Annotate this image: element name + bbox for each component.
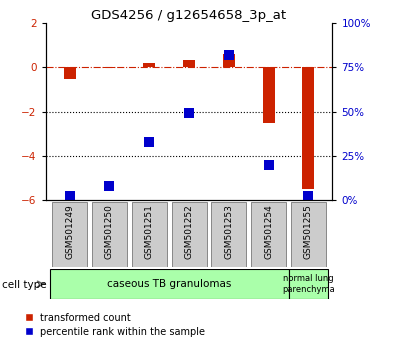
Bar [103,67,115,68]
Bar [143,63,155,67]
Text: GSM501249: GSM501249 [65,204,74,259]
Text: GSM501250: GSM501250 [105,204,114,259]
Bar [64,67,76,79]
Text: caseous TB granulomas: caseous TB granulomas [107,279,231,289]
Text: GSM501253: GSM501253 [224,204,233,259]
FancyBboxPatch shape [50,269,289,299]
FancyBboxPatch shape [132,202,167,267]
FancyBboxPatch shape [211,202,246,267]
Point [305,194,312,199]
Point [226,52,232,58]
Bar [183,59,195,67]
FancyBboxPatch shape [289,269,328,299]
Title: GDS4256 / g12654658_3p_at: GDS4256 / g12654658_3p_at [92,9,287,22]
Point [265,162,272,167]
Text: GSM501255: GSM501255 [304,204,313,259]
Text: GSM501254: GSM501254 [264,204,273,259]
FancyBboxPatch shape [291,202,326,267]
FancyBboxPatch shape [172,202,207,267]
Point [106,183,113,189]
FancyBboxPatch shape [92,202,127,267]
Bar [302,67,314,189]
Point [186,110,192,116]
Bar [263,67,275,122]
Text: GSM501252: GSM501252 [185,204,193,259]
Point [146,139,152,144]
Text: GSM501251: GSM501251 [145,204,154,259]
Text: cell type: cell type [2,280,47,290]
Bar [223,54,235,67]
Text: normal lung
parenchyma: normal lung parenchyma [282,274,335,294]
FancyBboxPatch shape [251,202,286,267]
Legend: transformed count, percentile rank within the sample: transformed count, percentile rank withi… [25,313,205,337]
Point [66,194,73,199]
FancyBboxPatch shape [52,202,87,267]
